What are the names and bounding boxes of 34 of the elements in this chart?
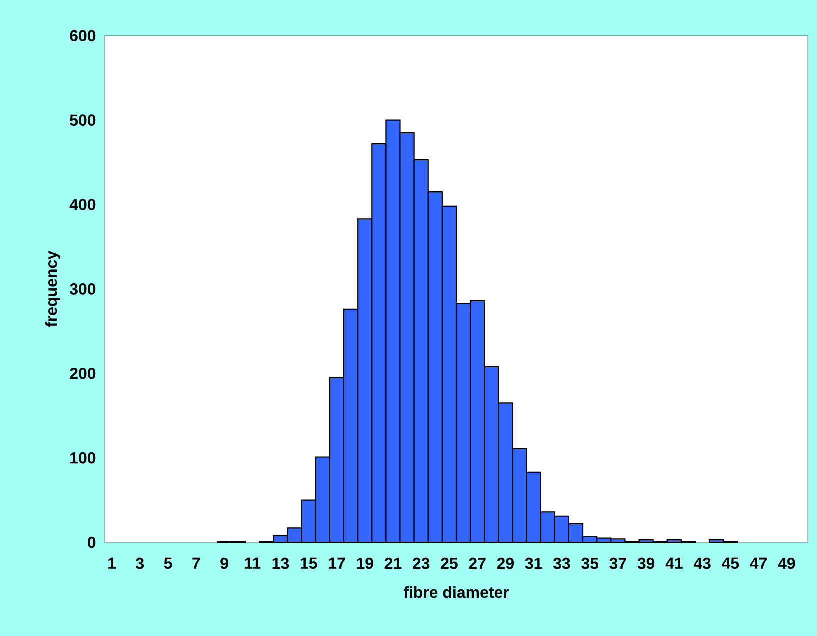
y-axis-title: frequency — [46, 251, 60, 328]
x-tick-label: 5 — [164, 558, 172, 570]
x-axis-title: fibre diameter — [404, 586, 510, 598]
y-tick-label: 200 — [70, 368, 96, 380]
x-tick-label: 27 — [469, 558, 486, 570]
x-tick-label: 41 — [666, 558, 683, 569]
x-tick-label: 1 — [108, 558, 116, 569]
y-tick-label: 600 — [70, 30, 96, 42]
x-tick-label: 31 — [525, 558, 542, 570]
x-tick-label: 11 — [245, 558, 261, 569]
x-tick-label: 17 — [329, 558, 346, 569]
x-tick-label: 7 — [192, 558, 200, 569]
x-tick-label: 19 — [357, 558, 374, 570]
x-tick-label: 47 — [750, 558, 767, 569]
x-tick-label: 43 — [694, 558, 711, 570]
x-tick-label: 37 — [610, 558, 626, 570]
y-tick-label: 400 — [70, 199, 96, 210]
x-tick-label: 13 — [272, 558, 290, 570]
x-tick-label: 9 — [220, 558, 228, 570]
x-tick-label: 49 — [778, 558, 796, 570]
x-tick-label: 45 — [722, 558, 740, 570]
x-tick-label: 25 — [441, 558, 458, 570]
x-tick-label: 39 — [638, 558, 655, 570]
x-tick-label: 23 — [413, 558, 430, 570]
y-tick-label: 0 — [88, 536, 96, 548]
x-tick-label: 33 — [553, 558, 570, 570]
x-tick-label: 3 — [136, 558, 144, 570]
x-tick-label: 15 — [300, 558, 318, 570]
x-tick-label: 35 — [582, 558, 599, 570]
x-tick-label: 21 — [384, 558, 402, 570]
y-tick-label: 100 — [70, 452, 96, 464]
y-tick-label: 500 — [70, 114, 96, 126]
x-tick-label: 29 — [497, 558, 514, 570]
y-tick-label: 300 — [70, 284, 96, 295]
